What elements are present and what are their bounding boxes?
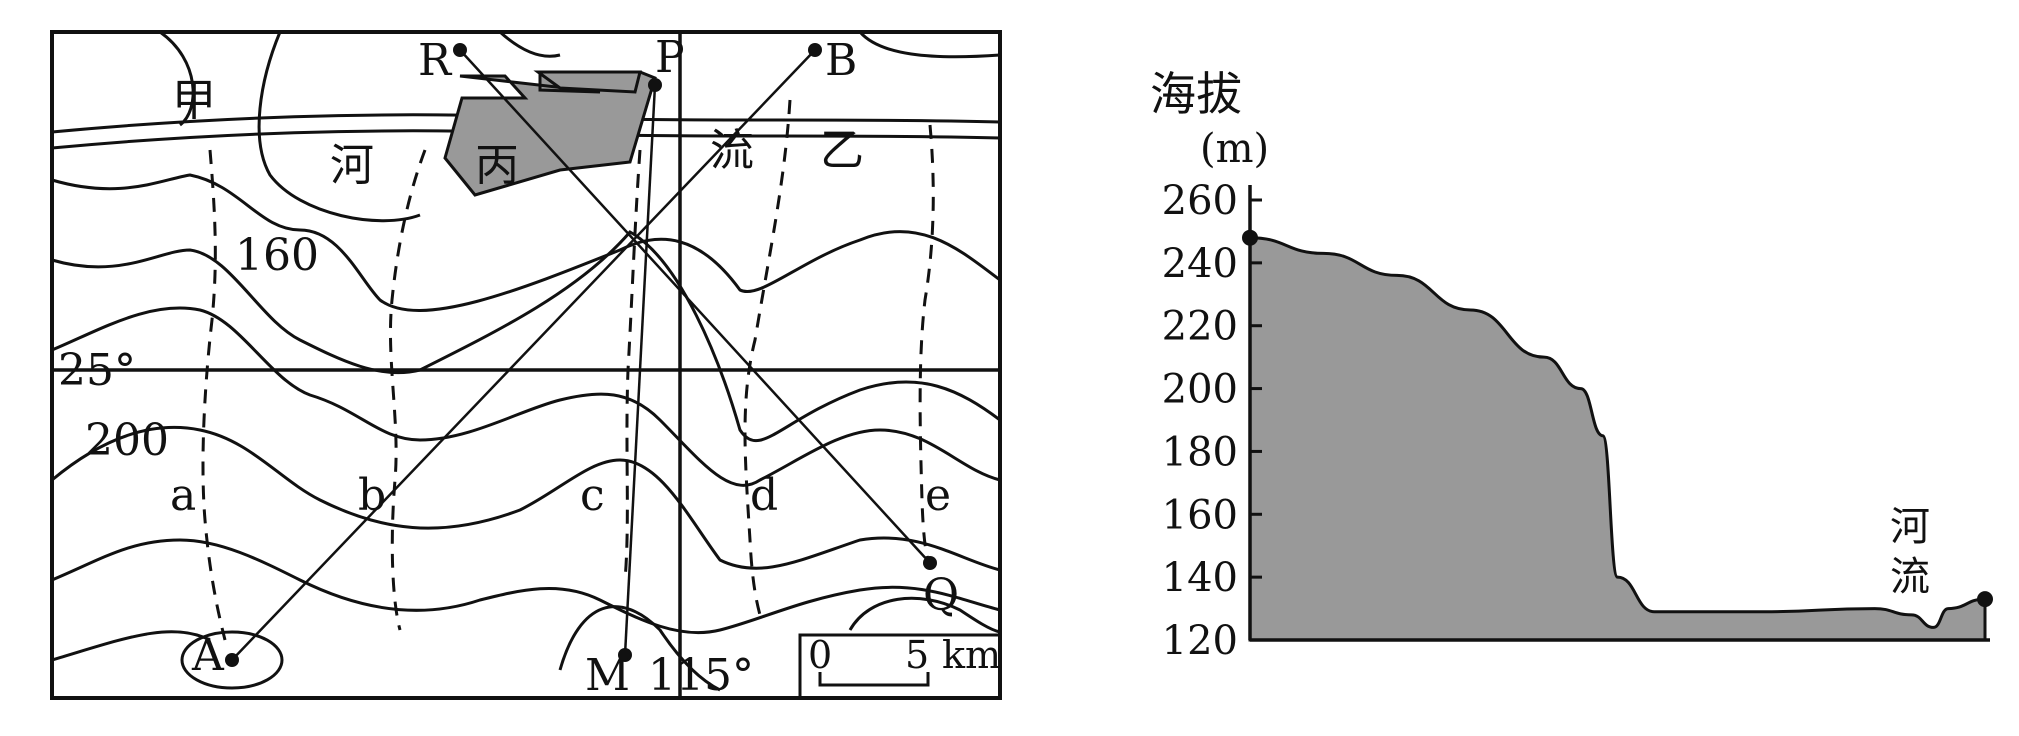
longitude-label: 115° xyxy=(648,650,754,701)
profile-endpoints xyxy=(1242,229,1993,608)
river-label-liu: 流 xyxy=(710,125,754,176)
point-label-a: A xyxy=(191,630,225,681)
region-label-bing: 丙 xyxy=(475,140,519,191)
town-bing-area xyxy=(443,70,657,197)
point-a-dot xyxy=(225,653,239,667)
y-tick-label: 140 xyxy=(1162,555,1238,601)
point-q-dot xyxy=(923,556,937,570)
contour-line xyxy=(498,30,561,58)
contour-line xyxy=(51,173,1001,312)
valley-line-a xyxy=(201,149,227,641)
profile-start-point xyxy=(1242,229,1258,246)
scale-label-five: 5 xyxy=(905,633,929,677)
y-tick-label: 180 xyxy=(1162,429,1238,475)
y-tick-label: 200 xyxy=(1162,367,1238,413)
y-tick-label: 120 xyxy=(1162,618,1238,664)
contour-line xyxy=(51,630,211,662)
contour-line xyxy=(51,425,1001,572)
section-line-pm xyxy=(623,84,657,656)
valley-line-e xyxy=(918,124,935,561)
contour-label-200: 200 xyxy=(85,415,169,466)
point-label-b: B xyxy=(825,35,857,86)
contour-line xyxy=(159,30,195,127)
valley-label-a: a xyxy=(170,470,196,521)
river-annotation-he: 河 xyxy=(1890,504,1930,550)
map-points xyxy=(225,43,937,667)
elevation-profile: 260 240 220 200 180 160 140 120 海拔 (m) 河 流 xyxy=(1150,67,1993,664)
profile-area xyxy=(1248,236,1987,642)
valley-line-b xyxy=(389,149,427,631)
contour-map xyxy=(50,30,1002,700)
contour-line xyxy=(257,31,421,223)
contour-line xyxy=(51,538,1001,635)
section-line-ba xyxy=(231,49,816,661)
scale-box xyxy=(798,633,1002,700)
region-label-yi: 乙 xyxy=(820,125,864,176)
point-b-dot xyxy=(808,43,822,57)
valley-label-c: c xyxy=(580,470,605,521)
contour-hilltop-a xyxy=(180,630,284,690)
contour-line xyxy=(848,596,1001,634)
profile-end-point xyxy=(1977,591,1993,608)
point-r-dot xyxy=(453,43,467,57)
y-tick-label: 260 xyxy=(1162,178,1238,224)
contour-label-160: 160 xyxy=(235,230,319,281)
contour-line xyxy=(51,230,1001,443)
valley-label-e: e xyxy=(925,470,951,521)
contour-line xyxy=(858,30,1001,59)
point-label-m: M xyxy=(585,650,630,701)
y-axis-unit: (m) xyxy=(1200,126,1269,172)
town-bing-area-north xyxy=(533,70,642,94)
point-label-q: Q xyxy=(923,570,959,621)
point-label-r: R xyxy=(418,35,453,86)
contour-line xyxy=(51,306,1001,487)
valley-label-b: b xyxy=(358,470,386,521)
point-label-p: P xyxy=(655,32,685,83)
y-ticks: 260 240 220 200 180 160 140 120 xyxy=(1162,178,1262,664)
y-tick-label: 160 xyxy=(1162,492,1238,538)
map-frame xyxy=(50,30,1002,700)
scale-label-zero: 0 xyxy=(808,633,832,677)
section-line-rq xyxy=(459,49,931,564)
point-p-dot xyxy=(648,78,662,92)
latitude-label: 25° xyxy=(58,345,136,396)
contour-line xyxy=(558,605,721,692)
scale-bar xyxy=(818,672,930,687)
y-axis-title: 海拔 xyxy=(1150,67,1242,121)
region-label-jia: 甲 xyxy=(172,75,216,126)
scale-label-unit: km xyxy=(942,633,1001,677)
river-annotation-liu: 流 xyxy=(1890,554,1930,600)
valley-label-d: d xyxy=(750,470,778,521)
river-label-he: 河 xyxy=(330,140,374,191)
y-tick-label: 220 xyxy=(1162,304,1238,350)
point-m-dot xyxy=(618,648,632,662)
valley-line-d xyxy=(743,99,792,616)
y-tick-label: 240 xyxy=(1162,241,1238,287)
